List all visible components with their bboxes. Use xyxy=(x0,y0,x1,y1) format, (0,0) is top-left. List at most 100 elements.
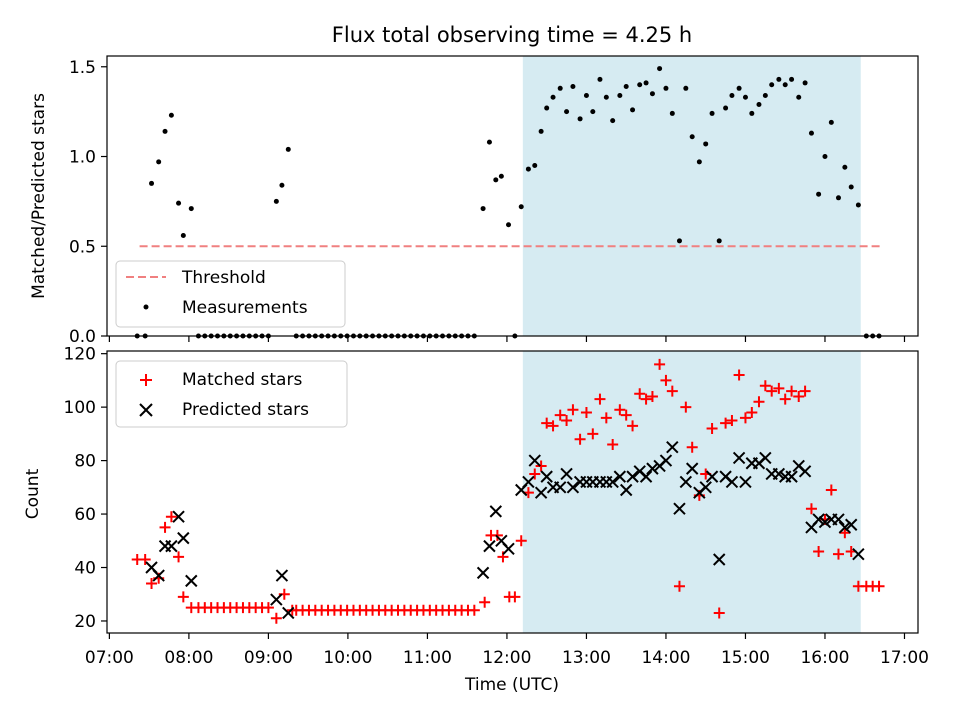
measurement-point xyxy=(168,112,174,118)
measurement-point xyxy=(156,159,162,165)
matched-star-point xyxy=(614,404,626,416)
measurement-point xyxy=(570,84,576,90)
bottom-ytick-label: 40 xyxy=(74,559,96,579)
xtick-label: 07:00 xyxy=(85,648,134,668)
predicted-star-point xyxy=(489,505,503,518)
predicted-star-point xyxy=(812,513,825,526)
matched-star-point xyxy=(146,578,158,590)
measurement-point xyxy=(538,128,544,134)
top-legend-box xyxy=(115,260,346,328)
predicted-star-point xyxy=(606,475,619,489)
matched-star-point xyxy=(759,380,771,392)
measurement-point xyxy=(279,182,285,188)
matched-star-point xyxy=(541,417,553,429)
predicted-star-point xyxy=(646,462,659,475)
matched-star-point xyxy=(706,423,718,435)
measurement-point xyxy=(776,76,782,82)
matched-star-point xyxy=(173,551,185,563)
legend-matched-label: Matched stars xyxy=(182,370,302,390)
measurement-point xyxy=(716,238,722,244)
matched-star-point xyxy=(620,409,632,421)
matched-star-point xyxy=(165,511,177,523)
measurement-point xyxy=(835,195,841,201)
measurement-point xyxy=(273,198,279,204)
predicted-star-point xyxy=(553,481,567,494)
measurement-point xyxy=(610,118,616,124)
matched-star-point xyxy=(832,548,844,560)
predicted-star-point xyxy=(673,502,686,515)
bottom-legend: Matched stars Predicted stars xyxy=(115,360,348,428)
top-legend: Threshold Measurements xyxy=(115,260,346,328)
measurement-point xyxy=(769,82,775,88)
measurement-point xyxy=(796,94,802,100)
xtick-label: 14:00 xyxy=(641,648,690,668)
legend-measurement-label: Measurements xyxy=(182,298,308,318)
predicted-star-point xyxy=(798,465,812,478)
matched-star-point xyxy=(786,385,798,397)
measurement-point xyxy=(689,134,695,140)
top-y-axis-label: Matched/Predicted stars xyxy=(29,93,49,299)
bottom-axes-frame xyxy=(106,350,919,634)
measurement-point xyxy=(756,101,762,107)
matched-star-point xyxy=(561,414,573,426)
matched-star-point xyxy=(799,385,811,397)
predicted-star-point xyxy=(270,593,283,606)
matched-star-point xyxy=(773,382,785,394)
matched-star-point xyxy=(666,385,678,397)
matched-star-point xyxy=(554,409,566,421)
measurement-point xyxy=(649,91,655,97)
predicted-star-point xyxy=(705,470,719,483)
predicted-star-point xyxy=(685,462,699,475)
matched-star-point xyxy=(813,545,825,557)
measurement-point xyxy=(493,177,499,183)
measurement-point xyxy=(590,109,596,115)
matched-star-point xyxy=(509,591,521,603)
predicted-star-point xyxy=(772,467,786,481)
top-observing-span xyxy=(522,56,861,336)
bottom-ytick-label: 60 xyxy=(74,505,96,525)
measurement-point xyxy=(180,232,186,238)
measurement-point xyxy=(683,85,689,91)
matched-star-point xyxy=(177,591,189,603)
top-ytick-label: 1.0 xyxy=(69,148,96,168)
chart-title: Flux total observing time = 4.25 h xyxy=(332,23,692,47)
measurement-point xyxy=(816,191,822,197)
matched-star-point xyxy=(634,388,646,400)
matched-star-point xyxy=(746,406,758,418)
xtick-label: 15:00 xyxy=(721,648,770,668)
xtick-label: 08:00 xyxy=(164,648,213,668)
predicted-points xyxy=(145,441,865,620)
matched-star-point xyxy=(766,385,778,397)
predicted-star-point xyxy=(619,483,633,497)
matched-star-point xyxy=(468,604,480,616)
measurement-point xyxy=(637,82,643,88)
measurement-point xyxy=(597,76,603,82)
predicted-star-point xyxy=(534,486,548,499)
matched-star-point xyxy=(720,417,732,429)
bottom-y-axis-label: Count xyxy=(23,468,43,519)
measurement-point xyxy=(603,94,609,100)
measurement-point xyxy=(506,222,512,228)
matched-star-point xyxy=(726,414,738,426)
predicted-star-point xyxy=(713,553,726,566)
matched-star-point xyxy=(607,439,619,451)
predicted-star-point xyxy=(639,470,653,483)
measurement-point xyxy=(723,105,729,111)
bottom-y-axis: 20 40 60 80 100 120 xyxy=(64,345,107,632)
legend-threshold-label: Threshold xyxy=(181,268,266,288)
measurement-point xyxy=(617,92,623,98)
xtick-label: 12:00 xyxy=(482,648,531,668)
bottom-ytick-label: 100 xyxy=(64,398,96,418)
matched-star-point xyxy=(535,460,547,472)
matched-star-point xyxy=(600,412,612,424)
matched-star-point xyxy=(825,484,837,496)
predicted-star-point xyxy=(852,547,865,561)
measurement-point xyxy=(663,85,669,91)
measurement-point xyxy=(643,80,649,86)
measurement-point xyxy=(802,80,808,86)
matched-star-point xyxy=(567,404,579,416)
measurement-point xyxy=(855,202,861,208)
legend-predicted-swatch xyxy=(139,403,153,417)
measurement-point xyxy=(789,76,795,82)
